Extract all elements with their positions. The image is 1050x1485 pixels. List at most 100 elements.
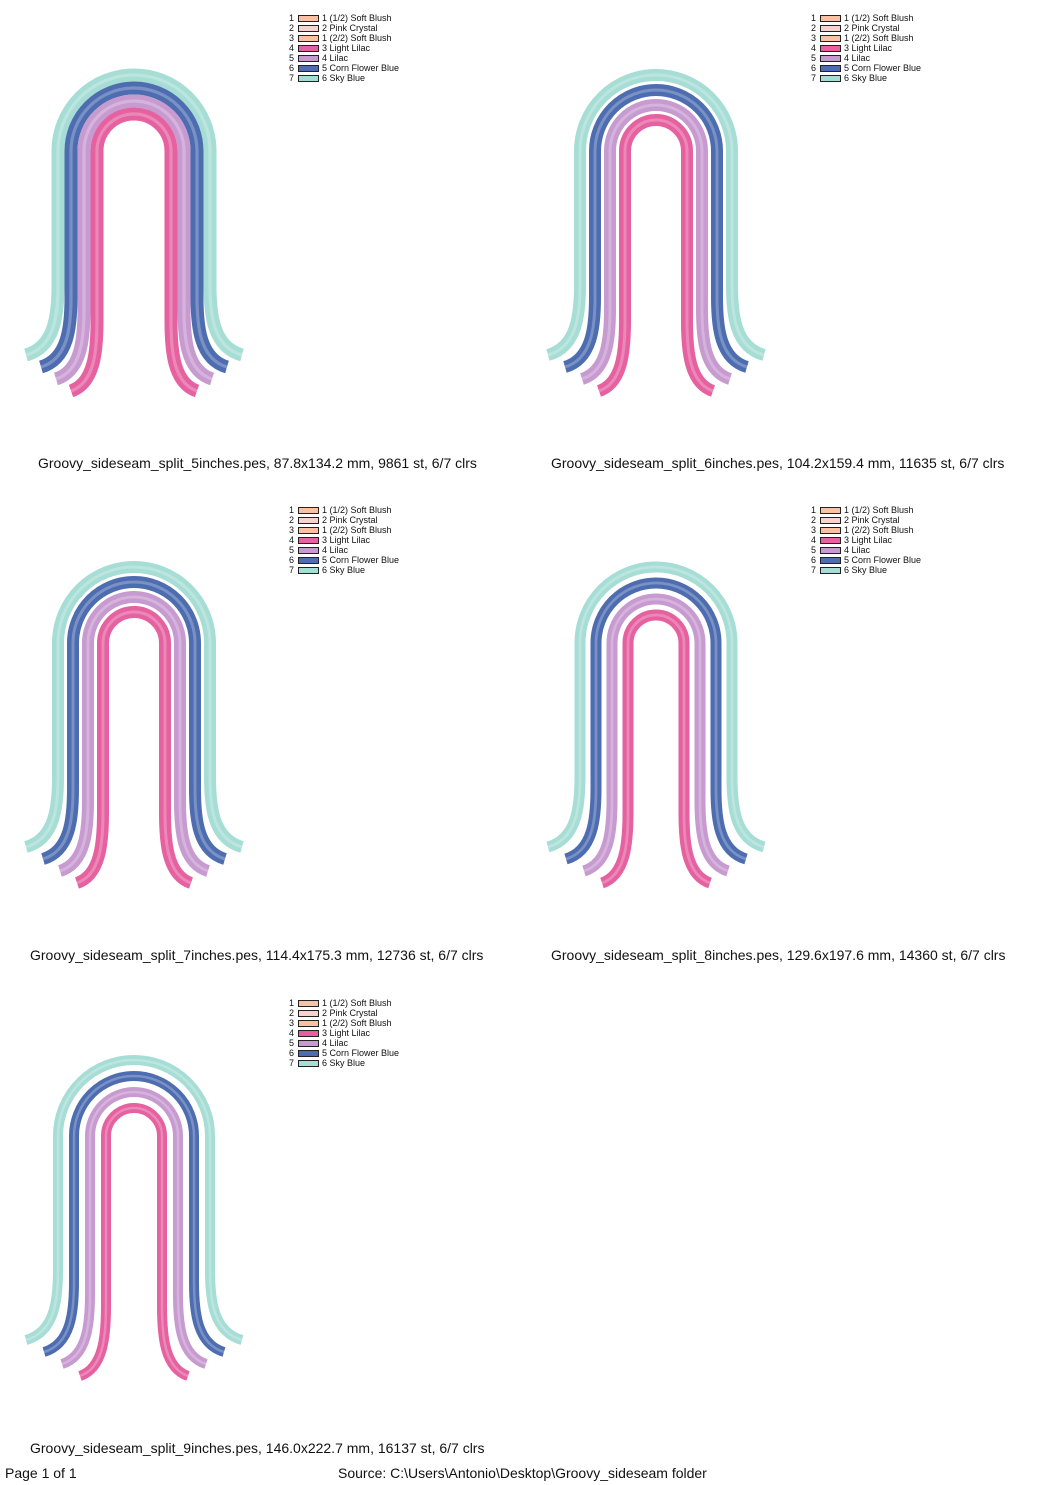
legend-label: 1 (2/2) Soft Blush (844, 525, 914, 535)
legend-swatch (298, 526, 319, 534)
legend-row: 7 6 Sky Blue (284, 73, 399, 83)
legend-label: 2 Pink Crystal (322, 23, 378, 33)
legend-number: 6 (810, 555, 816, 565)
embroidery-preview-9in (24, 1055, 244, 1381)
legend-swatch (298, 1019, 319, 1027)
arch-band (563, 577, 749, 865)
legend-label: 1 (2/2) Soft Blush (322, 1018, 392, 1028)
design-caption: Groovy_sideseam_split_9inches.pes, 146.0… (30, 1440, 485, 1456)
arch-band (38, 81, 230, 374)
legend-number: 3 (810, 33, 816, 43)
legend-row: 4 3 Light Lilac (284, 43, 399, 53)
legend-swatch (298, 74, 319, 82)
legend-swatch (298, 54, 319, 62)
arch-band-highlight (59, 595, 209, 873)
legend-label: 2 Pink Crystal (844, 515, 900, 525)
design-block-7in: 1 1 (1/2) Soft Blush 2 2 Pink Crystal 3 1 (2/… (0, 492, 500, 972)
legend-row: 3 1 (2/2) Soft Blush (284, 525, 399, 535)
arch-band-highlight (547, 73, 765, 357)
legend-number: 3 (288, 33, 294, 43)
embroidery-preview-7in (23, 561, 245, 889)
legend-swatch (298, 556, 319, 564)
legend-label: 5 Corn Flower Blue (322, 63, 400, 73)
legend-row: 2 2 Pink Crystal (806, 515, 921, 525)
legend-swatch (820, 64, 841, 72)
legend-number: 7 (288, 73, 294, 83)
legend-row: 5 4 Lilac (284, 545, 399, 555)
legend-number: 1 (810, 505, 816, 515)
legend-swatch (820, 54, 841, 62)
legend-label: 6 Sky Blue (322, 565, 366, 575)
arch-band-highlight (564, 88, 748, 369)
arch-band-highlight (55, 99, 213, 381)
legend-swatch (820, 536, 841, 544)
arch-band (24, 1055, 244, 1345)
legend-number: 3 (288, 1018, 294, 1028)
legend-label: 4 Lilac (322, 53, 349, 63)
legend-swatch (298, 516, 319, 524)
legend-row: 6 5 Corn Flower Blue (806, 555, 921, 565)
arch-band (23, 561, 245, 853)
legend-number: 3 (288, 525, 294, 535)
legend-label: 6 Sky Blue (844, 565, 888, 575)
legend-label: 1 (1/2) Soft Blush (322, 998, 392, 1008)
legend-label: 5 Corn Flower Blue (322, 555, 400, 565)
legend-label: 1 (1/2) Soft Blush (322, 13, 392, 23)
legend-swatch (820, 556, 841, 564)
legend-number: 7 (810, 565, 816, 575)
legend-label: 6 Sky Blue (322, 73, 366, 83)
legend-row: 1 1 (1/2) Soft Blush (284, 998, 399, 1008)
legend-number: 5 (288, 545, 294, 555)
legend-number: 2 (810, 515, 816, 525)
arch-band (23, 68, 245, 362)
legend-label: 1 (1/2) Soft Blush (844, 505, 914, 515)
design-block-6in: 1 1 (1/2) Soft Blush 2 2 Pink Crystal 3 1 (2/… (522, 0, 1022, 480)
arch-band (60, 1087, 208, 1369)
arch-band (57, 591, 211, 877)
arch-band-highlight (565, 581, 747, 861)
embroidery-preview-8in (546, 561, 766, 889)
legend-label: 1 (1/2) Soft Blush (322, 505, 392, 515)
legend-swatch (298, 24, 319, 32)
legend-swatch (820, 14, 841, 22)
design-caption: Groovy_sideseam_split_6inches.pes, 104.2… (551, 455, 1005, 471)
arch-band-highlight (25, 73, 243, 357)
arch-band (74, 606, 194, 889)
legend-row: 5 4 Lilac (284, 53, 399, 63)
page-number: Page 1 of 1 (5, 1465, 77, 1481)
legend-number: 5 (288, 53, 294, 63)
legend-number: 6 (810, 63, 816, 73)
legend-number: 5 (288, 1038, 294, 1048)
design-block-5in: 1 1 (1/2) Soft Blush 2 2 Pink Crystal 3 1 (2/… (0, 0, 500, 480)
legend-swatch (298, 1059, 319, 1067)
legend-row: 3 1 (2/2) Soft Blush (284, 1018, 399, 1028)
arch-band-highlight (40, 86, 228, 369)
color-legend: 1 1 (1/2) Soft Blush 2 2 Pink Crystal 3 1 (2/… (284, 998, 399, 1068)
legend-label: 4 Lilac (844, 53, 871, 63)
legend-number: 2 (288, 1008, 294, 1018)
legend-swatch (820, 516, 841, 524)
legend-row: 1 1 (1/2) Soft Blush (284, 505, 399, 515)
legend-row: 7 6 Sky Blue (284, 1058, 399, 1068)
legend-row: 5 4 Lilac (284, 1038, 399, 1048)
legend-label: 1 (1/2) Soft Blush (844, 13, 914, 23)
legend-row: 1 1 (1/2) Soft Blush (284, 13, 399, 23)
legend-number: 4 (810, 43, 816, 53)
legend-label: 2 Pink Crystal (844, 23, 900, 33)
arch-band-highlight (61, 1090, 207, 1366)
legend-row: 5 4 Lilac (806, 545, 921, 555)
legend-number: 4 (288, 43, 294, 53)
legend-number: 1 (288, 505, 294, 515)
arch-band (599, 609, 713, 889)
legend-swatch (298, 34, 319, 42)
legend-label: 1 (2/2) Soft Blush (322, 525, 392, 535)
legend-number: 2 (810, 23, 816, 33)
arch-band-highlight (76, 610, 192, 885)
arch-band (562, 84, 750, 373)
legend-swatch (298, 1009, 319, 1017)
legend-swatch (820, 546, 841, 554)
legend-label: 4 Lilac (322, 1038, 349, 1048)
arch-band (53, 94, 215, 386)
color-legend: 1 1 (1/2) Soft Blush 2 2 Pink Crystal 3 1 (2/… (284, 505, 399, 575)
legend-row: 5 4 Lilac (806, 53, 921, 63)
